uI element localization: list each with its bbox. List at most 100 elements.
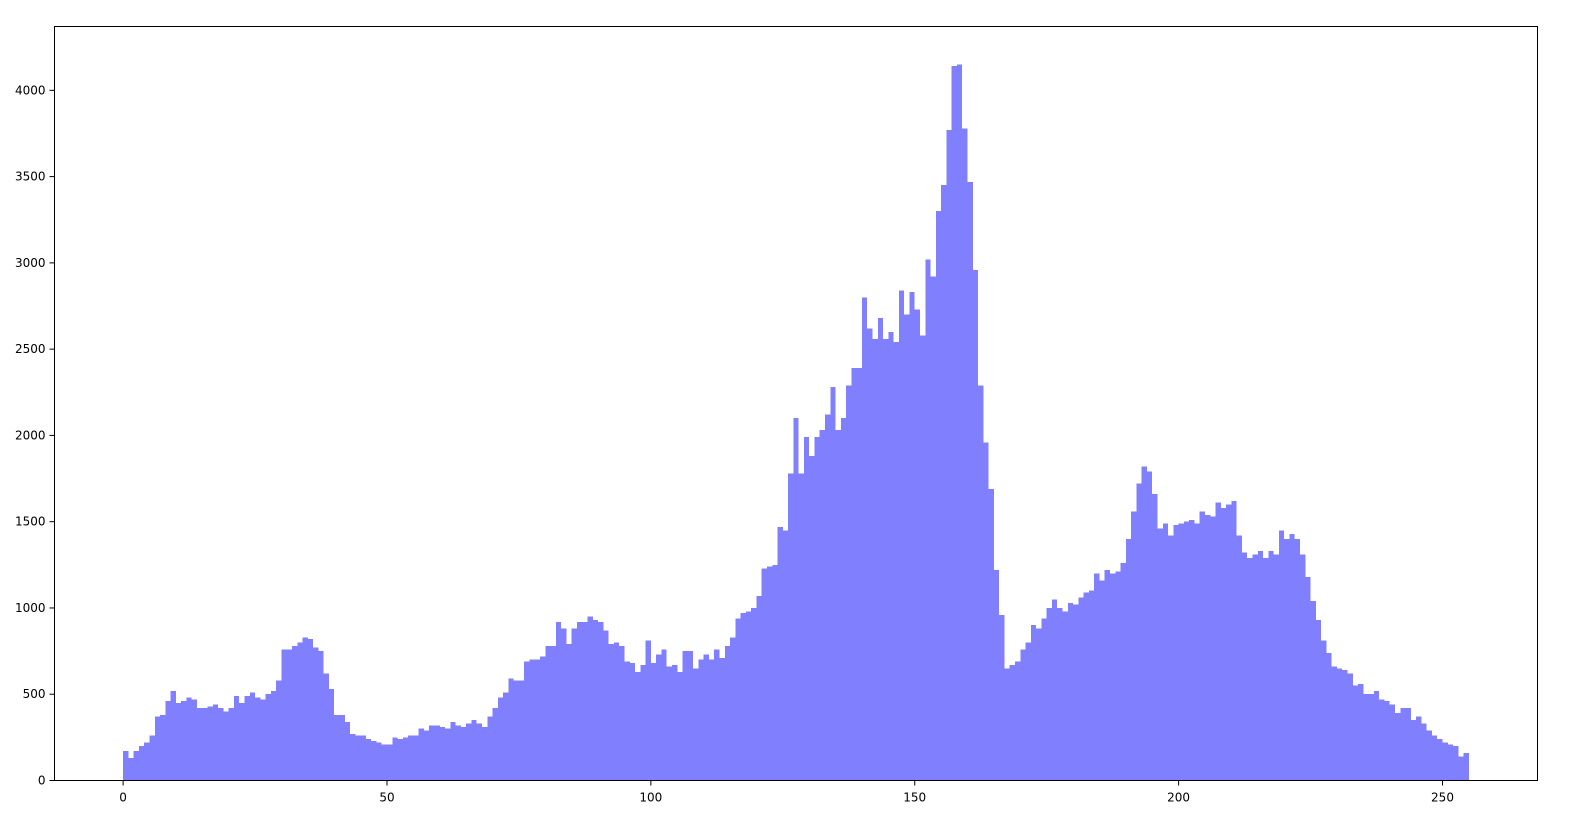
histogram-bar	[297, 642, 303, 781]
histogram-bar	[1252, 554, 1258, 781]
histogram-bar	[481, 727, 488, 781]
histogram-bar	[202, 708, 208, 781]
x-tick-label: 0	[119, 791, 127, 805]
histogram-bar	[840, 418, 847, 781]
histogram-bar	[793, 418, 799, 781]
histogram-bar	[291, 645, 298, 781]
histogram-bar	[1173, 525, 1179, 781]
histogram-bar	[1046, 607, 1052, 781]
y-tick-label: 4000	[15, 83, 46, 97]
histogram-bar	[835, 430, 841, 781]
histogram-bar	[608, 644, 614, 781]
histogram-bar	[518, 680, 525, 781]
histogram-bar	[307, 639, 314, 781]
histogram-bar	[988, 488, 994, 781]
histogram-bar	[856, 368, 862, 781]
histogram-bar	[1057, 607, 1063, 781]
histogram-bar	[181, 701, 187, 781]
histogram-bar	[1389, 704, 1396, 781]
histogram-bar	[450, 721, 456, 781]
histogram-bar	[603, 630, 609, 781]
histogram-bar	[423, 730, 430, 781]
histogram-bar	[550, 645, 556, 781]
histogram-bar	[766, 566, 773, 781]
histogram-bar	[561, 628, 567, 781]
histogram-bar	[186, 697, 192, 781]
histogram-bar	[1194, 523, 1200, 781]
histogram-bar	[809, 456, 815, 781]
histogram-bar	[445, 728, 451, 781]
histogram-bar	[302, 637, 308, 781]
plot-frame	[54, 26, 1538, 781]
histogram-bar	[1020, 649, 1026, 781]
histogram-bar	[212, 704, 219, 781]
histogram-bar	[1199, 511, 1206, 781]
histogram-bar	[1136, 483, 1142, 781]
histogram-bar	[814, 437, 820, 781]
histogram-bar	[613, 642, 620, 781]
histogram-bar	[1015, 661, 1021, 781]
histogram-bar	[825, 414, 831, 781]
histogram-bar	[513, 680, 519, 781]
histogram-bar	[313, 647, 319, 781]
histogram-bar	[566, 644, 572, 781]
histogram-bar	[328, 689, 335, 781]
histogram-bar	[534, 659, 541, 781]
histogram-bar	[149, 735, 155, 781]
histogram-bar	[1426, 730, 1432, 781]
histogram-bar	[1088, 590, 1095, 781]
histogram-bar	[661, 649, 667, 781]
histogram-bar	[497, 697, 504, 781]
histogram-bar	[128, 758, 134, 781]
histogram-bar	[1009, 664, 1016, 781]
histogram-bar	[904, 314, 910, 781]
histogram-bar	[1067, 602, 1074, 781]
histogram-bar	[877, 318, 884, 781]
histogram-bar	[265, 694, 271, 781]
histogram-bar	[138, 745, 145, 781]
histogram-bar	[1189, 519, 1195, 781]
histogram-bar	[402, 737, 409, 781]
histogram-bar	[1453, 745, 1459, 781]
histogram-bar	[1400, 708, 1406, 781]
histogram-bar	[1342, 670, 1348, 781]
histogram-bar	[339, 714, 345, 781]
histogram-bar	[830, 387, 836, 781]
histogram-bar	[1152, 494, 1158, 781]
histogram-bar	[946, 130, 952, 781]
histogram-bar	[1094, 573, 1100, 781]
histogram-bar	[629, 663, 636, 781]
histogram-bar	[819, 430, 826, 781]
histogram-bar	[872, 338, 878, 781]
histogram-bar	[1231, 500, 1237, 781]
histogram-bar	[682, 651, 688, 781]
histogram-bar	[1051, 599, 1058, 781]
histogram-bar	[693, 668, 699, 781]
histogram-bar	[492, 708, 498, 781]
histogram-bar	[133, 751, 139, 781]
histogram-bar	[772, 564, 778, 781]
histogram-bar	[439, 727, 446, 781]
histogram-bar	[218, 708, 224, 781]
histogram-bar	[656, 654, 662, 781]
histogram-bar	[503, 692, 509, 781]
histogram-bar	[935, 211, 942, 781]
histogram-bar	[624, 661, 630, 781]
histogram-bar	[956, 64, 963, 781]
histogram-bar	[962, 128, 968, 781]
histogram-bar	[640, 664, 646, 781]
y-tick-label: 1500	[15, 515, 46, 529]
histogram-bar	[1078, 597, 1084, 781]
histogram-bar	[1458, 756, 1464, 781]
histogram-bar	[598, 621, 604, 781]
histogram-bar	[1062, 611, 1068, 781]
histogram-bar	[1241, 552, 1248, 781]
histogram-bar	[123, 751, 129, 781]
x-tick-label: 50	[379, 791, 394, 805]
histogram-bar	[1263, 557, 1269, 781]
histogram-bar	[233, 695, 240, 781]
histogram-bar	[429, 725, 435, 781]
histogram-bar	[471, 720, 477, 781]
histogram-bar	[751, 607, 757, 781]
histogram-bar	[914, 309, 921, 781]
